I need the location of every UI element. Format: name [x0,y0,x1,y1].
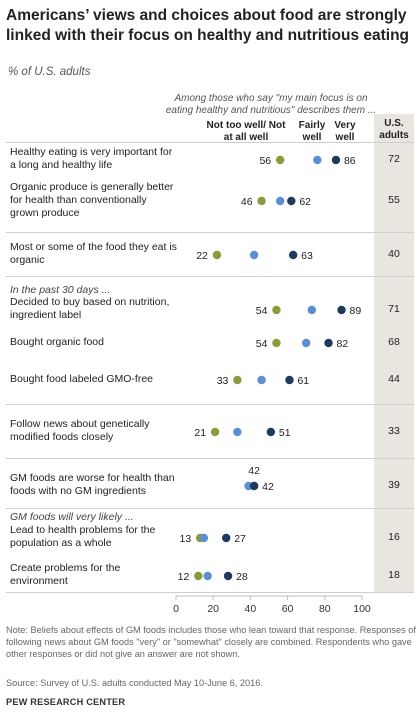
row-label: Lead to health problems for the populati… [10,524,156,549]
row-label: Follow news about genetically modified f… [10,418,150,443]
data-label-very-well: 51 [279,427,291,439]
legend-fairly-well: Fairly well [298,120,326,143]
chart-note: Note: Beliefs about effects of GM foods … [6,625,416,659]
data-label-very-well: 89 [350,305,362,317]
x-tick-label: 80 [319,603,331,615]
row-separator [6,458,414,459]
data-label-not-well: 54 [256,338,268,350]
us-adults-value: 44 [388,373,400,385]
dot-fairly-well [233,427,242,437]
dot-very-well [324,338,333,348]
section-label: GM foods will very likely ... [10,511,134,523]
data-label-very-well: 86 [344,155,356,167]
x-tick-label: 20 [207,603,219,615]
data-label-not-well: 56 [259,155,271,167]
chart-subtitle: % of U.S. adults [8,66,91,78]
dot-fairly-well [249,250,259,260]
column-note: Among those who say "my main focus is on… [165,93,377,116]
data-label-very-well: 62 [299,196,311,208]
row-separator [6,276,414,277]
data-label-very-well: 42 [262,481,274,493]
dot-very-well [285,375,294,385]
dot-fairly-well [203,571,212,581]
row-label: GM foods are worse for health than foods… [10,472,175,497]
us-adults-header: U.S. adults [379,118,409,141]
row-separator [6,142,414,143]
data-label-not-well: 13 [179,533,191,545]
row-label: Decided to buy based on nutrition, ingre… [10,296,170,321]
us-adults-value: 40 [388,248,400,260]
dot-very-well [222,533,231,543]
row-separator [6,592,414,593]
data-label-not-well: 12 [178,571,190,583]
data-label-not-well: 46 [241,196,253,208]
us-adults-column-band [374,114,414,592]
us-adults-value: 55 [388,194,400,206]
data-label-not-well: 33 [217,375,229,387]
dot-fairly-well [313,155,322,165]
us-adults-value: 72 [388,153,400,165]
brand-logo-text: PEW RESEARCH CENTER [6,697,126,707]
dot-very-well [287,196,296,206]
row-label: Bought organic food [10,336,104,348]
row-label: Create problems for the environment [10,562,121,587]
chart-source: Source: Survey of U.S. adults conducted … [6,678,263,688]
row-label: Organic produce is generally better for … [10,181,174,219]
dot-not-well [257,196,266,206]
data-label-very-well: 28 [236,571,248,583]
dot-not-well [194,571,203,581]
section-label: In the past 30 days ... [10,284,111,296]
us-adults-value: 33 [388,425,400,437]
data-label-not-well: 42 [248,465,260,477]
x-tick-label: 0 [173,603,179,615]
dot-not-well [210,427,220,437]
dot-fairly-well [199,533,209,543]
row-label: Most or some of the food they eat is org… [10,241,177,266]
dot-not-well [272,338,281,348]
chart-title: Americans’ views and choices about food … [6,7,410,44]
x-tick-label: 100 [353,603,371,615]
x-tick-label: 40 [245,603,257,615]
row-separator [6,404,414,405]
dot-not-well [233,375,242,385]
data-label-very-well: 27 [234,533,246,545]
us-adults-value: 68 [388,336,400,348]
legend-not-well: Not too well/ Not at all well [206,120,286,143]
dot-very-well [288,250,298,260]
dot-fairly-well [257,375,266,385]
dot-very-well [331,155,341,165]
dot-not-well [272,305,281,315]
dot-very-well [249,481,259,491]
data-label-not-well: 22 [196,250,208,262]
x-tick-label: 60 [282,603,294,615]
data-label-very-well: 61 [297,375,309,387]
dot-fairly-well [307,305,316,315]
dot-not-well [275,155,285,165]
dot-very-well [223,571,233,581]
us-adults-value: 16 [388,531,400,543]
row-label: Healthy eating is very important for a l… [10,146,173,171]
us-adults-value: 39 [388,479,400,491]
dot-very-well [266,427,276,437]
row-separator [6,508,414,509]
legend-very-well: Very well [334,120,356,143]
dot-very-well [337,305,346,315]
dot-fairly-well [275,196,285,206]
us-adults-value: 18 [388,569,400,581]
data-label-very-well: 82 [337,338,349,350]
data-label-very-well: 63 [301,250,313,262]
us-adults-value: 71 [388,303,400,315]
row-separator [6,232,414,233]
data-label-not-well: 21 [194,427,206,439]
dot-not-well [212,250,222,260]
dot-fairly-well [302,338,311,348]
data-label-not-well: 54 [256,305,268,317]
row-label: Bought food labeled GMO-free [10,373,154,385]
